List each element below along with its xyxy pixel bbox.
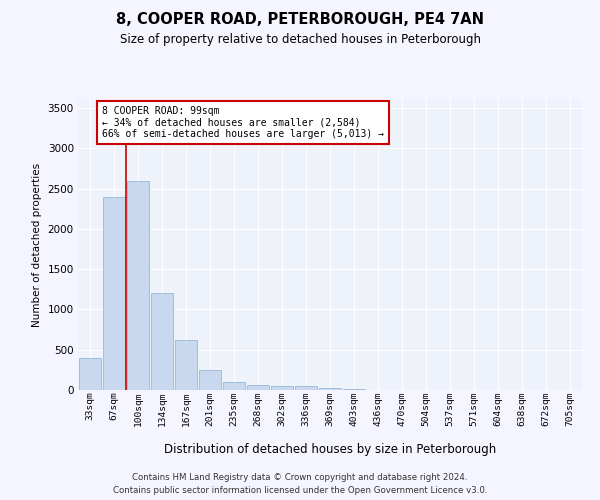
Bar [319,388,341,390]
Bar [175,340,197,390]
Bar [247,385,269,390]
Bar [79,358,101,390]
Bar [127,180,149,390]
Text: 8, COOPER ROAD, PETERBOROUGH, PE4 7AN: 8, COOPER ROAD, PETERBOROUGH, PE4 7AN [116,12,484,28]
Text: 8 COOPER ROAD: 99sqm
← 34% of detached houses are smaller (2,584)
66% of semi-de: 8 COOPER ROAD: 99sqm ← 34% of detached h… [102,106,384,139]
Bar [223,382,245,390]
Bar [199,370,221,390]
Text: Distribution of detached houses by size in Peterborough: Distribution of detached houses by size … [164,442,496,456]
Bar [271,386,293,390]
Bar [295,386,317,390]
Bar [151,294,173,390]
Y-axis label: Number of detached properties: Number of detached properties [32,163,42,327]
Text: Contains public sector information licensed under the Open Government Licence v3: Contains public sector information licen… [113,486,487,495]
Bar [343,389,365,390]
Bar [103,196,125,390]
Text: Contains HM Land Registry data © Crown copyright and database right 2024.: Contains HM Land Registry data © Crown c… [132,472,468,482]
Text: Size of property relative to detached houses in Peterborough: Size of property relative to detached ho… [119,32,481,46]
